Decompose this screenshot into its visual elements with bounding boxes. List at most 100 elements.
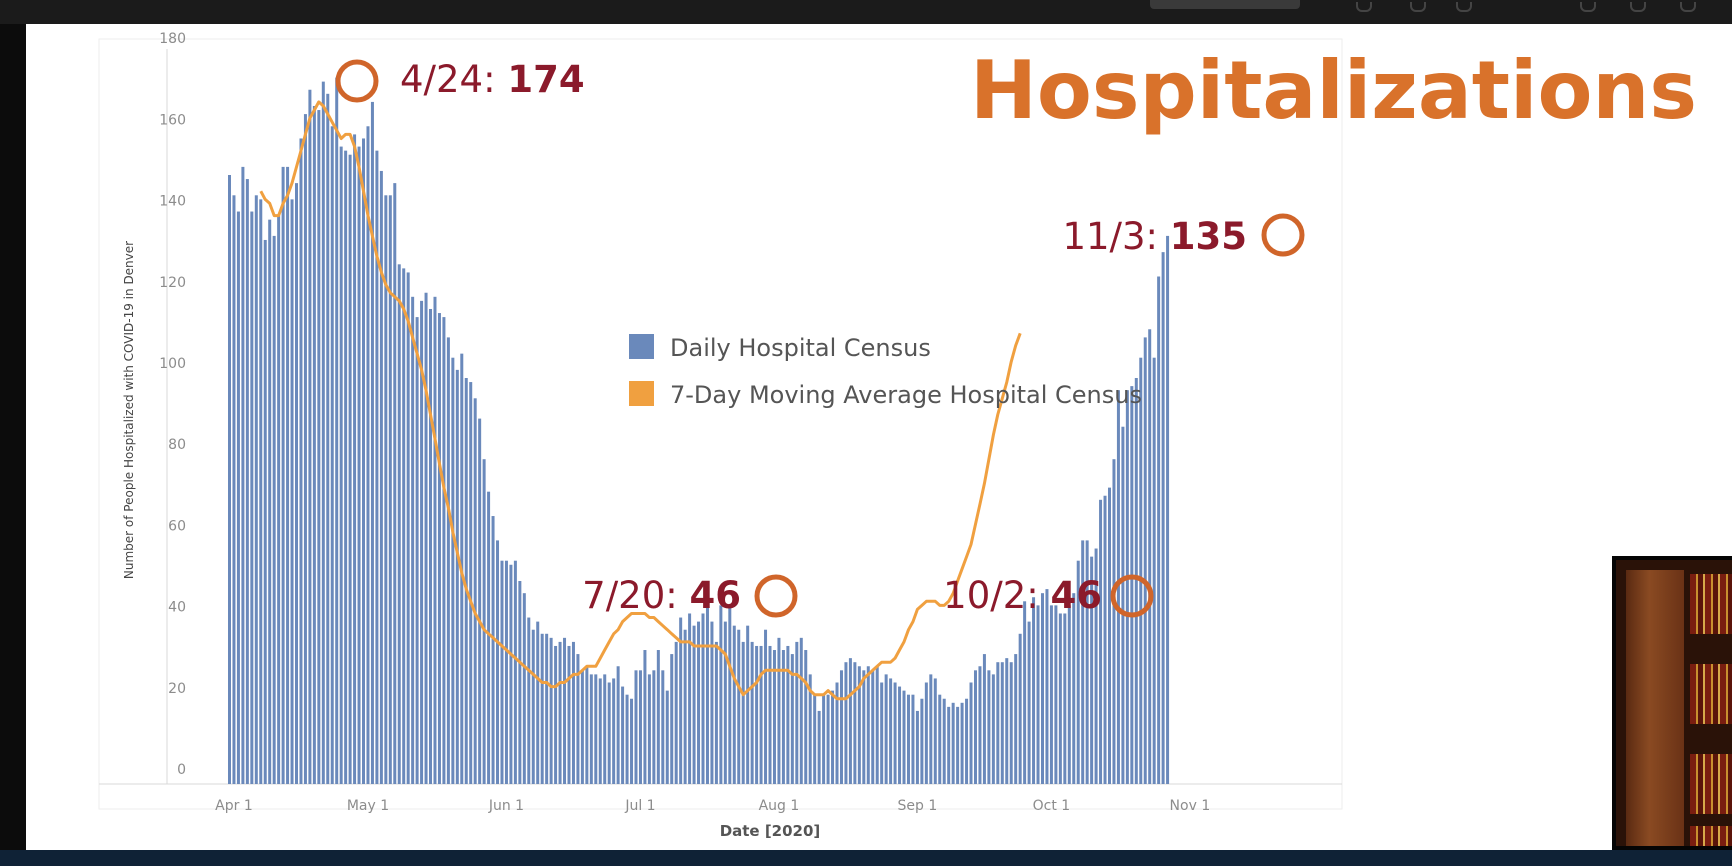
toolbar-icon[interactable] (1630, 2, 1646, 12)
census-bar (938, 694, 942, 784)
census-bar (567, 645, 571, 784)
census-bar (286, 166, 290, 784)
webcam-bookshelf (1690, 754, 1732, 814)
census-bar (281, 166, 285, 784)
census-bar (817, 710, 821, 784)
census-bar (1134, 378, 1138, 784)
census-bar (1027, 621, 1031, 784)
census-bar (1014, 654, 1018, 784)
census-bar (612, 678, 616, 784)
census-bar (232, 195, 236, 785)
census-bar (822, 694, 826, 784)
census-bar (786, 645, 790, 784)
census-bar (1090, 556, 1094, 784)
toolbar-icon[interactable] (1356, 2, 1372, 12)
census-bar (1005, 658, 1009, 784)
census-bar (893, 682, 897, 784)
annotation-oct2-value: 46 (1051, 574, 1103, 617)
legend-swatch-daily (629, 334, 654, 359)
peak-marker-circle (754, 574, 798, 618)
census-bar (982, 654, 986, 784)
annotation-nov3: 11/3: 135 (1062, 215, 1247, 258)
census-bar (379, 170, 383, 784)
census-bar (755, 645, 759, 784)
census-bar (683, 629, 687, 784)
census-bar (277, 215, 281, 785)
census-bar (455, 369, 459, 784)
census-bar (433, 296, 437, 784)
census-bar (697, 621, 701, 784)
census-bar (929, 674, 933, 784)
census-bar (625, 694, 629, 784)
census-bar (799, 637, 803, 784)
census-bar (875, 666, 879, 784)
census-bar (1009, 662, 1013, 784)
census-bar (344, 150, 348, 784)
census-bar (902, 690, 906, 784)
census-bar (638, 670, 642, 784)
toolbar-icon[interactable] (1456, 2, 1472, 12)
toolbar-icon[interactable] (1410, 2, 1426, 12)
census-bar (415, 317, 419, 784)
census-bar (312, 105, 316, 785)
census-bar (335, 77, 339, 784)
census-bar (420, 300, 424, 784)
x-tick-label: Oct 1 (1033, 798, 1071, 814)
toolbar-button[interactable] (1150, 0, 1300, 9)
y-tick-label: 120 (159, 275, 186, 291)
census-bar (647, 674, 651, 784)
webcam-background-door (1626, 570, 1684, 846)
census-bar (889, 678, 893, 784)
screen-edge (0, 24, 26, 850)
census-bar (732, 625, 736, 784)
census-bar (487, 491, 491, 784)
x-tick-label: Apr 1 (215, 798, 253, 814)
census-bar (772, 650, 776, 784)
census-bar (857, 666, 861, 784)
x-tick-label: Nov 1 (1170, 798, 1211, 814)
legend-swatch-average (629, 381, 654, 406)
census-bar (750, 641, 754, 784)
peak-marker-circle (1110, 574, 1154, 618)
census-bar (317, 110, 321, 785)
census-bar (898, 686, 902, 784)
presentation-slide: 0 20 40 60 80 100 120 140 160 180 Apr 1 May 1 Jun 1… (26, 24, 1732, 850)
census-bar (366, 126, 370, 784)
census-bar (245, 179, 249, 784)
toolbar-icon[interactable] (1680, 2, 1696, 12)
census-bar (688, 613, 692, 784)
census-bar (594, 674, 598, 784)
census-bar (513, 560, 517, 784)
census-bar (411, 296, 415, 784)
toolbar-icon[interactable] (1580, 2, 1596, 12)
census-bar (960, 702, 964, 784)
census-bar (987, 670, 991, 784)
x-tick-label: Jun 1 (488, 798, 524, 814)
census-bar (643, 650, 647, 784)
census-bar (764, 629, 768, 784)
y-tick-label: 60 (168, 518, 186, 534)
census-bar (1032, 597, 1036, 784)
census-bar (1107, 487, 1111, 784)
census-bar (464, 378, 468, 784)
x-tick-label: Aug 1 (759, 798, 800, 814)
census-bar (1072, 593, 1076, 784)
census-bar (1049, 605, 1053, 784)
census-bar (1023, 601, 1027, 784)
census-bar (996, 662, 1000, 784)
census-bar (839, 670, 843, 784)
y-tick-label: 80 (168, 437, 186, 453)
census-bar (531, 629, 535, 784)
annotation-apr24: 4/24: 174 (400, 58, 585, 101)
census-bar (1157, 276, 1161, 784)
census-bar (701, 613, 705, 784)
census-bar (540, 633, 544, 784)
census-bar (710, 621, 714, 784)
census-bar (978, 666, 982, 784)
peak-marker-circle (335, 59, 379, 103)
census-bar (272, 235, 276, 784)
census-bar (835, 682, 839, 784)
census-bar (942, 698, 946, 784)
census-bar (665, 690, 669, 784)
annotation-oct2: 10/2: 46 (943, 574, 1102, 617)
